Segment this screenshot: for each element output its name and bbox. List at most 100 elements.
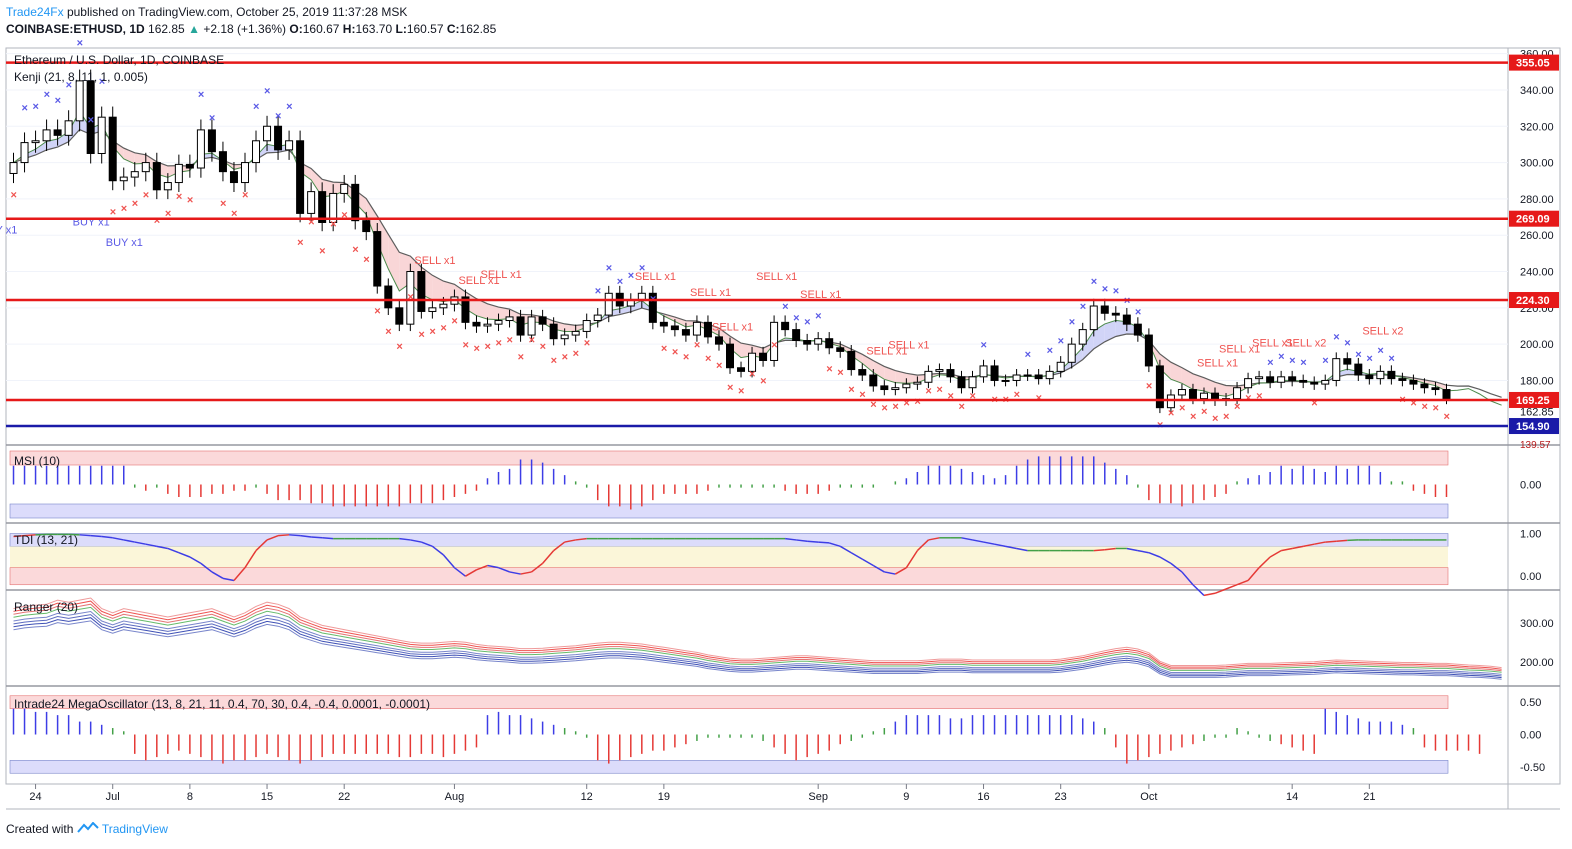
candle[interactable] [494,320,503,325]
candle[interactable] [141,162,150,173]
candle[interactable] [318,191,327,223]
candle[interactable] [957,376,966,389]
candle[interactable] [1111,312,1120,316]
candle[interactable] [648,292,657,323]
candle[interactable] [1122,314,1131,325]
candle[interactable] [538,316,547,325]
candle[interactable] [748,352,757,372]
candle[interactable] [483,323,492,327]
candle[interactable] [42,129,51,142]
candle[interactable] [913,381,922,385]
candle[interactable] [1001,379,1010,382]
candle[interactable] [1255,376,1264,380]
candle[interactable] [1188,389,1197,400]
candle[interactable] [9,162,18,174]
candle[interactable] [97,116,106,154]
candle[interactable] [196,129,205,169]
candle[interactable] [880,385,889,391]
candle[interactable] [1034,374,1043,380]
candle[interactable] [351,183,360,222]
candle[interactable] [329,192,338,223]
candle[interactable] [307,191,316,214]
candle[interactable] [174,163,183,184]
candle[interactable] [362,220,371,233]
candle[interactable] [1023,374,1032,377]
candle[interactable] [836,347,845,352]
candle[interactable] [1067,343,1076,363]
candle[interactable] [1409,379,1418,385]
candle[interactable] [296,140,305,214]
candle[interactable] [1144,334,1153,367]
candle[interactable] [218,151,227,173]
candle[interactable] [1431,387,1440,391]
candle[interactable] [858,369,867,376]
candle[interactable] [1376,370,1385,380]
candle[interactable] [163,182,172,191]
candle[interactable] [119,176,128,182]
candle[interactable] [1100,305,1109,314]
candle[interactable] [924,370,933,383]
candle[interactable] [20,142,29,164]
candle[interactable] [703,321,712,338]
candle[interactable] [781,321,790,331]
candle[interactable] [130,171,139,178]
candle[interactable] [1045,370,1054,380]
candle[interactable] [946,369,955,378]
candle[interactable] [1078,329,1087,345]
candle[interactable] [935,369,944,372]
candle[interactable] [869,374,878,387]
ranger-pane[interactable]: 300.00 200.00 Ranger (20) [13,597,1554,680]
candle[interactable] [681,329,690,336]
candle[interactable] [803,340,812,345]
candle[interactable] [285,140,294,151]
candle[interactable] [395,307,404,325]
candle[interactable] [737,367,746,372]
candle[interactable] [1233,387,1242,400]
candle[interactable] [1166,394,1175,409]
candle[interactable] [847,350,856,371]
candle[interactable] [417,271,426,312]
candle[interactable] [1277,376,1286,383]
candle[interactable] [759,352,768,361]
candle[interactable] [571,330,580,336]
candle[interactable] [1420,383,1429,389]
candle[interactable] [549,323,558,340]
candle[interactable] [461,296,470,323]
candle[interactable] [1266,376,1275,383]
candle[interactable] [604,292,613,316]
candle[interactable] [373,231,382,287]
candle[interactable] [263,125,272,142]
tdi-pane[interactable]: 1.00 0.00 TDI (13, 21) [9,529,1541,597]
mega-oscillator-pane[interactable]: 0.50 0.00 -0.50 Intrade24 MegaOscillator (1… [9,695,1545,774]
candle[interactable] [560,334,569,340]
candle[interactable] [1133,323,1142,336]
candle[interactable] [185,163,194,169]
candle[interactable] [1199,392,1208,400]
candle[interactable] [1299,379,1308,383]
candle[interactable] [814,338,823,345]
candle[interactable] [527,316,536,336]
candle[interactable] [1387,370,1396,380]
candle[interactable] [428,307,437,312]
candle[interactable] [207,129,216,153]
candle[interactable] [75,80,84,122]
candle[interactable] [64,120,73,136]
candle[interactable] [1155,365,1164,409]
tradingview-brand[interactable]: TradingView [101,822,168,836]
price-pane[interactable]: 180.00200.00220.00240.00260.00280.00300.… [0,37,1559,451]
candle[interactable] [990,365,999,381]
candle[interactable] [384,285,393,309]
candle[interactable] [692,321,701,336]
candle[interactable] [714,336,723,345]
candle[interactable] [1343,358,1352,365]
candle[interactable] [53,129,62,136]
candle[interactable] [1244,378,1253,389]
candle[interactable] [968,376,977,389]
candle[interactable] [1012,374,1021,381]
candle[interactable] [1089,305,1098,331]
candle[interactable] [1365,374,1374,380]
candle[interactable] [505,316,514,322]
msi-pane[interactable]: 0.00 MSI (10) [9,450,1541,519]
candle[interactable] [31,140,40,144]
